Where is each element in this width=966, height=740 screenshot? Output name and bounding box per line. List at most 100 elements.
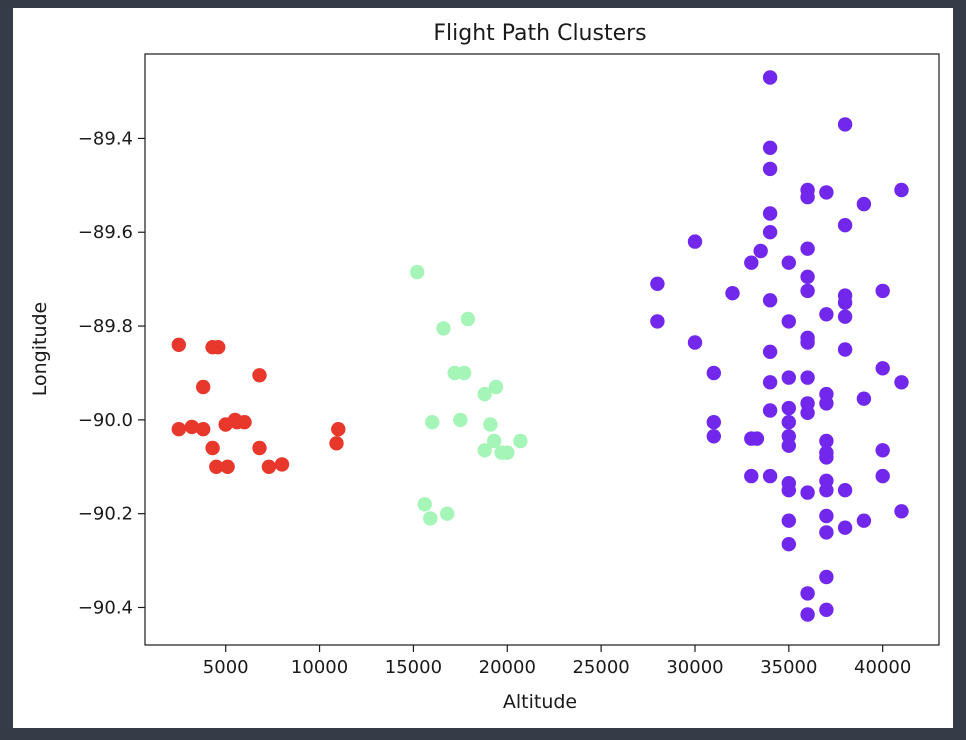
data-point-cluster-1 [331, 422, 346, 437]
data-point-cluster-1 [329, 436, 344, 451]
data-point-cluster-3 [781, 438, 796, 453]
data-point-cluster-3 [837, 295, 853, 310]
x-tick-label: 10000 [291, 657, 348, 678]
data-point-cluster-3 [837, 218, 853, 233]
data-point-cluster-3 [781, 255, 796, 270]
data-point-cluster-3 [725, 286, 740, 301]
data-point-cluster-3 [819, 450, 834, 465]
data-point-cluster-2 [423, 511, 438, 526]
y-axis-ticks: −89.4 −89.6 −89.8 −90.0 −90.2 −90.4 [78, 128, 145, 618]
x-tick-label: 40000 [854, 657, 911, 678]
data-point-cluster-3 [837, 483, 853, 498]
x-tick-label: 35000 [760, 657, 817, 678]
data-point-cluster-1 [196, 422, 211, 437]
data-point-cluster-3 [819, 433, 834, 449]
data-point-cluster-3 [762, 206, 778, 221]
x-tick-label: 30000 [666, 657, 723, 678]
data-point-cluster-2 [477, 443, 492, 458]
data-point-cluster-3 [837, 117, 853, 132]
data-point-cluster-2 [483, 417, 498, 432]
data-point-cluster-3 [856, 196, 872, 212]
data-point-cluster-3 [819, 602, 834, 617]
data-point-cluster-1 [237, 415, 252, 430]
data-point-cluster-3 [781, 483, 796, 498]
data-point-cluster-3 [800, 269, 815, 284]
y-tick-label: −90.2 [78, 504, 133, 525]
data-point-cluster-3 [819, 307, 834, 322]
data-point-cluster-2 [460, 311, 476, 327]
data-point-cluster-1 [252, 368, 267, 383]
data-point-cluster-3 [687, 234, 703, 249]
data-point-cluster-3 [650, 314, 665, 329]
data-point-cluster-3 [706, 429, 721, 444]
data-point-cluster-1 [209, 459, 224, 474]
data-point-cluster-2 [453, 412, 468, 428]
x-tick-label: 25000 [572, 657, 629, 678]
data-point-cluster-1 [205, 440, 220, 456]
data-point-cluster-3 [650, 276, 665, 291]
y-tick-label: −90.0 [78, 410, 133, 431]
data-point-cluster-2 [440, 506, 455, 521]
data-point-cluster-3 [856, 513, 872, 528]
data-point-cluster-3 [894, 504, 909, 519]
data-point-cluster-1 [261, 459, 277, 474]
data-point-cluster-3 [744, 468, 759, 484]
data-point-cluster-3 [762, 468, 778, 484]
x-tick-label: 15000 [385, 657, 442, 678]
y-tick-label: −89.8 [78, 316, 133, 337]
points-layer [171, 70, 909, 622]
y-tick-label: −89.6 [78, 222, 133, 243]
data-point-cluster-3 [781, 513, 796, 528]
data-point-cluster-3 [781, 537, 796, 552]
data-point-cluster-2 [436, 321, 451, 336]
data-point-cluster-3 [875, 361, 890, 376]
data-point-cluster-3 [781, 400, 796, 416]
data-point-cluster-3 [781, 415, 796, 430]
data-point-cluster-1 [171, 337, 186, 352]
data-point-cluster-1 [171, 422, 186, 437]
data-point-cluster-3 [762, 344, 778, 359]
data-point-cluster-1 [220, 459, 235, 474]
data-point-cluster-3 [762, 375, 778, 390]
scatter-chart: Flight Path Clusters 5000 10000 15000 20000… [29, 21, 940, 713]
data-point-cluster-1 [252, 440, 267, 456]
data-point-cluster-3 [800, 283, 815, 299]
chart-figure: Flight Path Clusters 5000 10000 15000 20000… [13, 8, 953, 728]
data-point-cluster-3 [800, 405, 815, 420]
data-point-cluster-3 [856, 391, 872, 406]
data-point-cluster-1 [211, 340, 226, 355]
data-point-cluster-2 [486, 433, 502, 449]
data-point-cluster-3 [894, 375, 909, 390]
data-point-cluster-3 [819, 508, 834, 524]
data-point-cluster-3 [875, 468, 890, 484]
y-tick-label: −89.4 [78, 128, 133, 149]
data-point-cluster-3 [762, 140, 778, 155]
plot-frame [144, 53, 940, 646]
x-axis-title: Altitude [503, 691, 577, 713]
data-point-cluster-3 [819, 525, 834, 540]
data-point-cluster-3 [819, 396, 834, 411]
data-point-cluster-3 [706, 415, 721, 430]
data-point-cluster-3 [837, 520, 853, 535]
data-point-cluster-3 [837, 309, 853, 324]
data-point-cluster-1 [196, 379, 211, 395]
y-tick-label: −90.4 [78, 597, 133, 618]
data-point-cluster-2 [477, 386, 492, 402]
data-point-cluster-2 [456, 365, 472, 381]
data-point-cluster-3 [819, 185, 834, 200]
data-point-cluster-3 [687, 335, 703, 350]
data-point-cluster-3 [837, 342, 853, 357]
data-point-cluster-1 [184, 419, 200, 435]
data-point-cluster-3 [819, 569, 834, 585]
data-point-cluster-3 [800, 189, 815, 205]
data-point-cluster-3 [762, 293, 778, 308]
data-point-cluster-3 [744, 255, 759, 270]
data-point-cluster-3 [762, 225, 778, 240]
data-point-cluster-3 [800, 370, 815, 385]
data-point-cluster-3 [762, 70, 778, 85]
data-point-cluster-3 [762, 403, 778, 418]
data-point-cluster-3 [781, 370, 796, 385]
data-point-cluster-1 [274, 457, 290, 472]
data-point-cluster-3 [894, 182, 909, 198]
data-point-cluster-2 [513, 433, 528, 449]
